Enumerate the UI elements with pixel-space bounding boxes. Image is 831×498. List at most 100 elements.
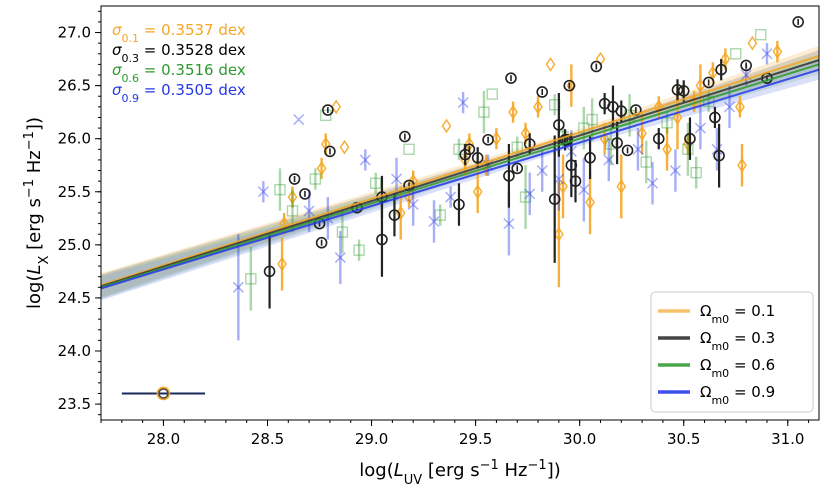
fit-line [101,63,819,289]
data-point-diamond [737,157,747,173]
typical-error-point [121,386,206,401]
data-point-circle [324,145,336,158]
data-point-x [359,154,371,166]
data-point-circle [399,130,411,143]
data-point-square [519,191,532,203]
data-point-circle [677,85,690,97]
data-point-circle [684,132,696,145]
y-tick-label: 27.0 [58,24,91,42]
data-point-circle [511,162,524,175]
data-point-circle [299,188,311,200]
data-point-x [761,48,773,60]
x-tick-label: 28.5 [251,430,284,448]
y-tick-label: 25.0 [58,236,91,254]
data-point-x [503,218,515,230]
data-point-circle [322,104,334,116]
data-point-x [669,165,681,177]
data-point-square [578,122,590,134]
data-point-diamond [339,139,350,155]
data-point-square [661,117,673,129]
data-point-circle [713,149,725,162]
data-point-x [578,184,590,196]
x-tick-label: 30.0 [563,430,596,448]
fit-line [101,59,819,288]
data-point-diamond [331,99,342,115]
data-point-x [428,215,440,228]
data-point-square [286,205,299,217]
legend-box [650,291,814,413]
data-point-square [309,173,322,185]
data-point-diamond [508,104,518,120]
data-point-x [232,281,244,293]
data-point-circle [584,152,596,164]
data-point-square [486,88,498,100]
sigma-annotation: σ0.3 = 0.3528 dex [112,41,246,65]
data-point-square [478,106,490,118]
data-point-diamond [735,99,745,115]
data-point-circle [615,105,628,117]
data-point-diamond [662,141,672,157]
y-tick-label: 25.5 [58,183,91,201]
data-point-diamond [772,44,783,59]
data-point-circle [388,209,401,221]
y-tick-label: 24.0 [58,342,91,360]
x-axis-label: log(LUV [erg s−1 Hz−1]) [359,458,560,488]
typical-point-inner [158,388,169,399]
data-point-square [245,273,257,285]
data-point-diamond [316,161,327,176]
data-point-x [632,143,644,155]
data-point-diamond [558,179,568,194]
data-point-square [370,177,382,189]
y-tick-label: 24.5 [58,289,91,307]
data-point-circle [288,173,301,185]
data-point-x [407,198,419,211]
data-point-x [603,154,615,166]
data-point-circle [536,86,549,98]
y-axis-ticks: 23.5 24.0 24.5 25.0 25.5 26.0 26.5 27.0 [58,10,101,416]
data-point-circle [503,170,515,182]
x-tick-label: 31.0 [771,430,804,448]
data-point-diamond [553,226,564,242]
data-point-diamond [472,184,483,200]
data-point-square [336,226,349,238]
data-point-circle [590,60,603,73]
data-point-circle [792,16,804,28]
legend-label: Ωm0 = 0.3 [700,329,775,353]
data-point-circle [471,152,484,164]
data-point-circle [453,198,465,211]
legend-label: Ωm0 = 0.6 [700,356,775,380]
data-point-square [403,143,415,156]
data-point-square [690,166,702,179]
x-axis-ticks: 28.0 28.5 29.0 29.5 30.0 30.5 31.0 [100,420,810,448]
data-point-x [303,205,315,217]
data-point-x [723,101,736,113]
data-point-circle [548,193,561,205]
y-axis-label: log(LX [erg s−1 Hz−1]) [22,117,52,309]
data-point-square [755,28,767,41]
data-point-x [334,252,346,264]
data-point-diamond [520,126,531,141]
sigma-annotation: σ0.1 = 0.3537 dex [112,21,246,45]
typical-point-outer [156,386,171,401]
data-point-diamond [533,99,543,115]
data-point-circle [740,59,752,72]
data-point-diamond [277,256,287,272]
data-point-diamond [747,35,758,51]
x-tick-label: 29.5 [459,430,492,448]
data-point-x [457,97,469,109]
data-point-square [320,109,332,122]
fit-line [101,68,819,290]
sigma-annotation: σ0.6 = 0.3516 dex [112,61,246,85]
legend: Ωm0 = 0.1 Ωm0 = 0.3 Ωm0 = 0.6 Ωm0 = 0.9 [650,291,814,413]
data-point-square [586,113,598,126]
data-point-x [390,173,403,185]
sigma-annotation: σ0.9 = 0.3505 dex [112,81,246,105]
legend-label: Ωm0 = 0.1 [700,302,775,326]
x-tick-label: 28.0 [147,430,180,448]
data-point-x [257,186,269,198]
data-point-diamond [585,195,595,210]
data-point-diamond [545,57,556,72]
legend-label: Ωm0 = 0.9 [700,383,775,407]
x-tick-label: 29.0 [355,430,388,448]
